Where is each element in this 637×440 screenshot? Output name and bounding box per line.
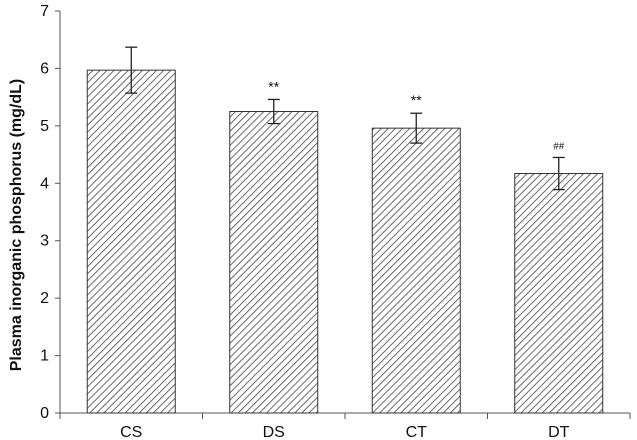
y-tick-label: 3 [40, 233, 49, 250]
plot-area: 0 1 2 3 4 5 6 7 CS ** DS ** CT ## DT [40, 3, 631, 440]
y-axis-title: Plasma inorganic phosphorus (mg/dL) [8, 79, 25, 371]
x-tick-label: DS [263, 424, 285, 440]
y-tick-label: 0 [40, 405, 49, 422]
bar-ds [229, 111, 319, 414]
x-tick-label: DT [548, 424, 570, 440]
y-tick-label: 6 [40, 60, 49, 77]
bar-cs [86, 69, 176, 414]
y-tick-label: 4 [40, 175, 49, 192]
y-tick-label: 1 [40, 348, 49, 365]
bar-ct [371, 127, 461, 414]
y-tick-label: 2 [40, 290, 49, 307]
significance-marker: ** [411, 92, 422, 108]
y-tick-label: 5 [40, 118, 49, 135]
bar-dt [514, 173, 604, 414]
x-tick-label: CS [120, 424, 142, 440]
x-tick-label: CT [406, 424, 428, 440]
y-tick-label: 7 [40, 3, 49, 20]
significance-marker: ## [553, 140, 565, 152]
significance-marker: ** [268, 78, 279, 94]
